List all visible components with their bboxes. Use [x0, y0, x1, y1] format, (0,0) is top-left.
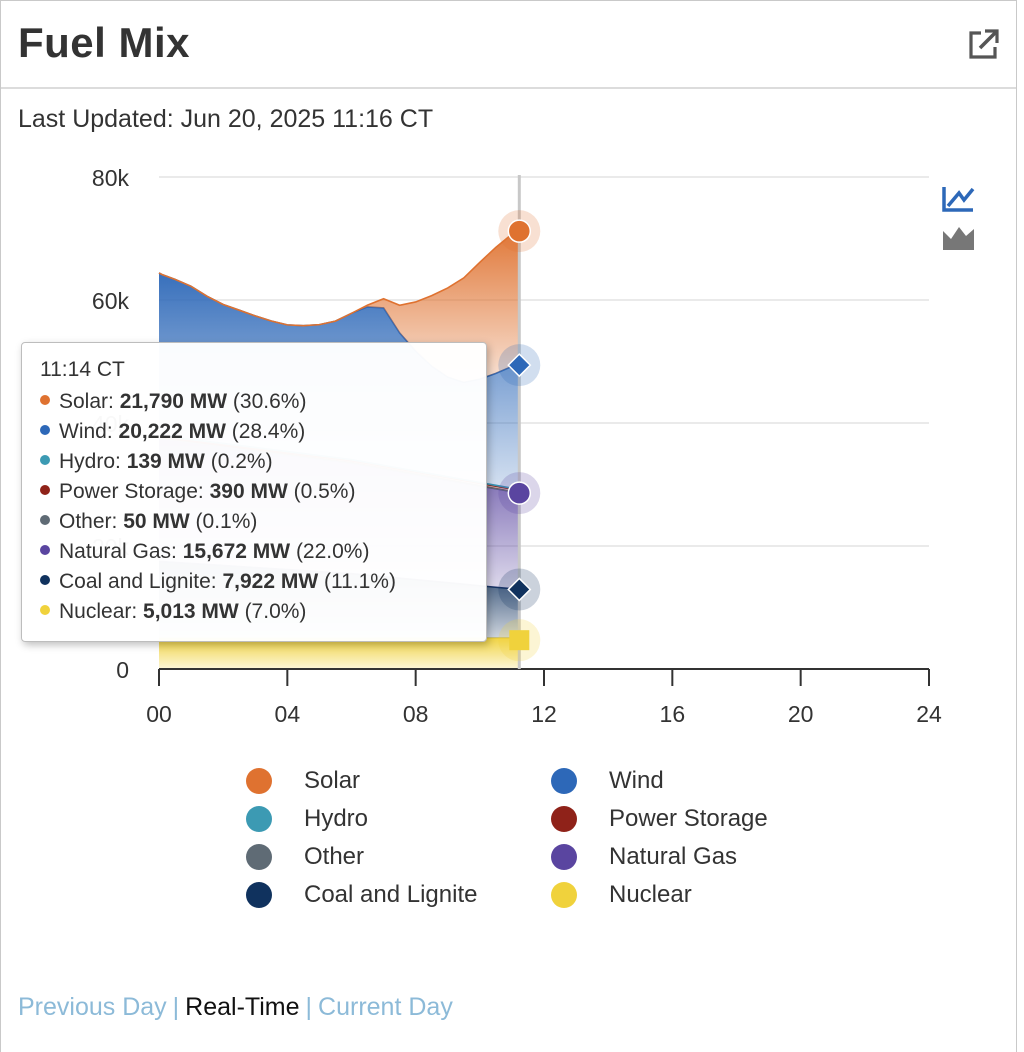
tooltip-bullet: [40, 395, 50, 406]
tooltip-bullet: [40, 425, 50, 436]
marker-nuclear[interactable]: [509, 630, 530, 651]
legend-item-power-storage[interactable]: Power Storage: [551, 804, 768, 834]
tooltip-value: 139 MW: [126, 450, 205, 473]
tooltip-label: Coal and Lignite:: [59, 570, 223, 593]
tooltip-percent: (0.5%): [287, 480, 356, 503]
tooltip-percent: (22.0%): [290, 540, 370, 563]
tooltip-label: Hydro:: [59, 450, 127, 473]
separator: |: [172, 993, 180, 1021]
legend-label: Nuclear: [609, 881, 692, 908]
tooltip-bullet: [40, 575, 50, 586]
tooltip-label: Nuclear:: [59, 600, 144, 623]
previous-day-link[interactable]: Previous Day: [18, 993, 167, 1021]
footer-nav: Previous Day | Real-Time | Current Day: [18, 993, 453, 1022]
tooltip-bullet: [40, 545, 50, 556]
legend-label: Hydro: [304, 805, 369, 832]
tooltip-time: 11:14 CT: [40, 358, 125, 381]
tooltip-percent: (0.1%): [189, 510, 258, 533]
chart-tooltip: 11:14 CT Solar: 21,790 MW (30.6%) Wind: 2…: [21, 342, 487, 642]
tooltip-row: Power Storage: 390 MW (0.5%): [40, 477, 486, 507]
legend-swatch: [551, 844, 577, 870]
legend-label: Wind: [609, 767, 664, 794]
legend-swatch: [246, 806, 272, 832]
tooltip-row: Nuclear: 5,013 MW (7.0%): [40, 597, 486, 627]
tooltip-bullet: [40, 485, 50, 496]
tooltip-label: Natural Gas:: [59, 540, 183, 563]
legend-label: Other: [304, 843, 365, 870]
last-updated: Last Updated: Jun 20, 2025 11:16 CT: [18, 105, 434, 133]
legend-label: Natural Gas: [609, 843, 738, 870]
legend-swatch: [246, 882, 272, 908]
legend-swatch: [246, 768, 272, 794]
tooltip-bullet: [40, 515, 50, 526]
tooltip-bullet: [40, 455, 50, 466]
x-tick-label: 12: [531, 701, 557, 727]
tooltip-row: Wind: 20,222 MW (28.4%): [40, 417, 486, 447]
series-markers: [498, 175, 541, 669]
line-solar: [158, 230, 520, 327]
legend-swatch: [551, 882, 577, 908]
area-nuclear[interactable]: [159, 638, 520, 669]
tooltip-bullet: [40, 605, 50, 616]
legend-item-wind[interactable]: Wind: [551, 766, 664, 796]
tooltip-row: Natural Gas: 15,672 MW (22.0%): [40, 537, 486, 567]
card-title: Fuel Mix: [18, 19, 191, 66]
external-link-icon[interactable]: [965, 27, 1001, 63]
legend-swatch: [551, 768, 577, 794]
marker-wind[interactable]: [507, 353, 532, 378]
tooltip-row: Coal and Lignite: 7,922 MW (11.1%): [40, 567, 486, 597]
tooltip-percent: (30.6%): [227, 390, 307, 413]
tooltip-row: Hydro: 139 MW (0.2%): [40, 447, 486, 477]
legend-label: Solar: [304, 767, 361, 794]
tooltip-value: 20,222 MW: [118, 420, 226, 443]
legend-item-hydro[interactable]: Hydro: [246, 804, 368, 834]
tooltip-label: Wind:: [59, 420, 119, 443]
tooltip-value: 390 MW: [209, 480, 288, 503]
legend-item-natural-gas[interactable]: Natural Gas: [551, 842, 737, 872]
card-header: Fuel Mix: [1, 1, 1016, 89]
marker-coal-and-lignite[interactable]: [507, 577, 532, 602]
x-tick-label: 04: [275, 701, 301, 727]
line-chart-icon[interactable]: [941, 185, 975, 213]
tooltip-rows: Solar: 21,790 MW (30.6%) Wind: 20,222 MW …: [40, 387, 486, 627]
tooltip-label: Power Storage:: [59, 480, 210, 503]
tooltip-value: 5,013 MW: [143, 600, 239, 623]
legend-swatch: [551, 806, 577, 832]
tooltip-value: 7,922 MW: [222, 570, 319, 593]
y-tick-label: 0: [116, 657, 129, 683]
marker-solar[interactable]: [507, 219, 532, 243]
separator: |: [305, 993, 313, 1021]
current-day-link[interactable]: Current Day: [318, 993, 453, 1021]
tooltip-row: Solar: 21,790 MW (30.6%): [40, 387, 486, 417]
legend-label: Power Storage: [609, 805, 768, 832]
tooltip-percent: (28.4%): [225, 420, 306, 443]
tooltip-value: 50 MW: [123, 510, 190, 533]
y-tick-label: 60k: [92, 288, 130, 314]
legend-item-solar[interactable]: Solar: [246, 766, 360, 796]
legend-swatch: [246, 844, 272, 870]
tooltip-percent: (11.1%): [318, 570, 396, 593]
legend-label: Coal and Lignite: [304, 881, 478, 908]
legend-item-nuclear[interactable]: Nuclear: [551, 880, 692, 910]
tooltip-percent: (7.0%): [238, 600, 307, 623]
area-chart-icon[interactable]: [941, 223, 975, 251]
x-tick-label: 24: [916, 701, 942, 727]
x-tick-label: 20: [788, 701, 814, 727]
x-tick-label: 08: [403, 701, 429, 727]
x-tick-label: 00: [146, 701, 172, 727]
tooltip-row: Other: 50 MW (0.1%): [40, 507, 486, 537]
tooltip-value: 21,790 MW: [119, 390, 228, 413]
tooltip-label: Other:: [59, 510, 124, 533]
tooltip-label: Solar:: [59, 390, 120, 413]
legend-item-other[interactable]: Other: [246, 842, 364, 872]
marker-natural-gas[interactable]: [507, 481, 532, 505]
real-time-link[interactable]: Real-Time: [185, 993, 300, 1021]
x-tick-label: 16: [660, 701, 686, 727]
legend-item-coal-and-lignite[interactable]: Coal and Lignite: [246, 880, 477, 910]
tooltip-value: 15,672 MW: [182, 540, 291, 563]
y-tick-label: 80k: [92, 165, 130, 191]
tooltip-percent: (0.2%): [204, 450, 273, 473]
